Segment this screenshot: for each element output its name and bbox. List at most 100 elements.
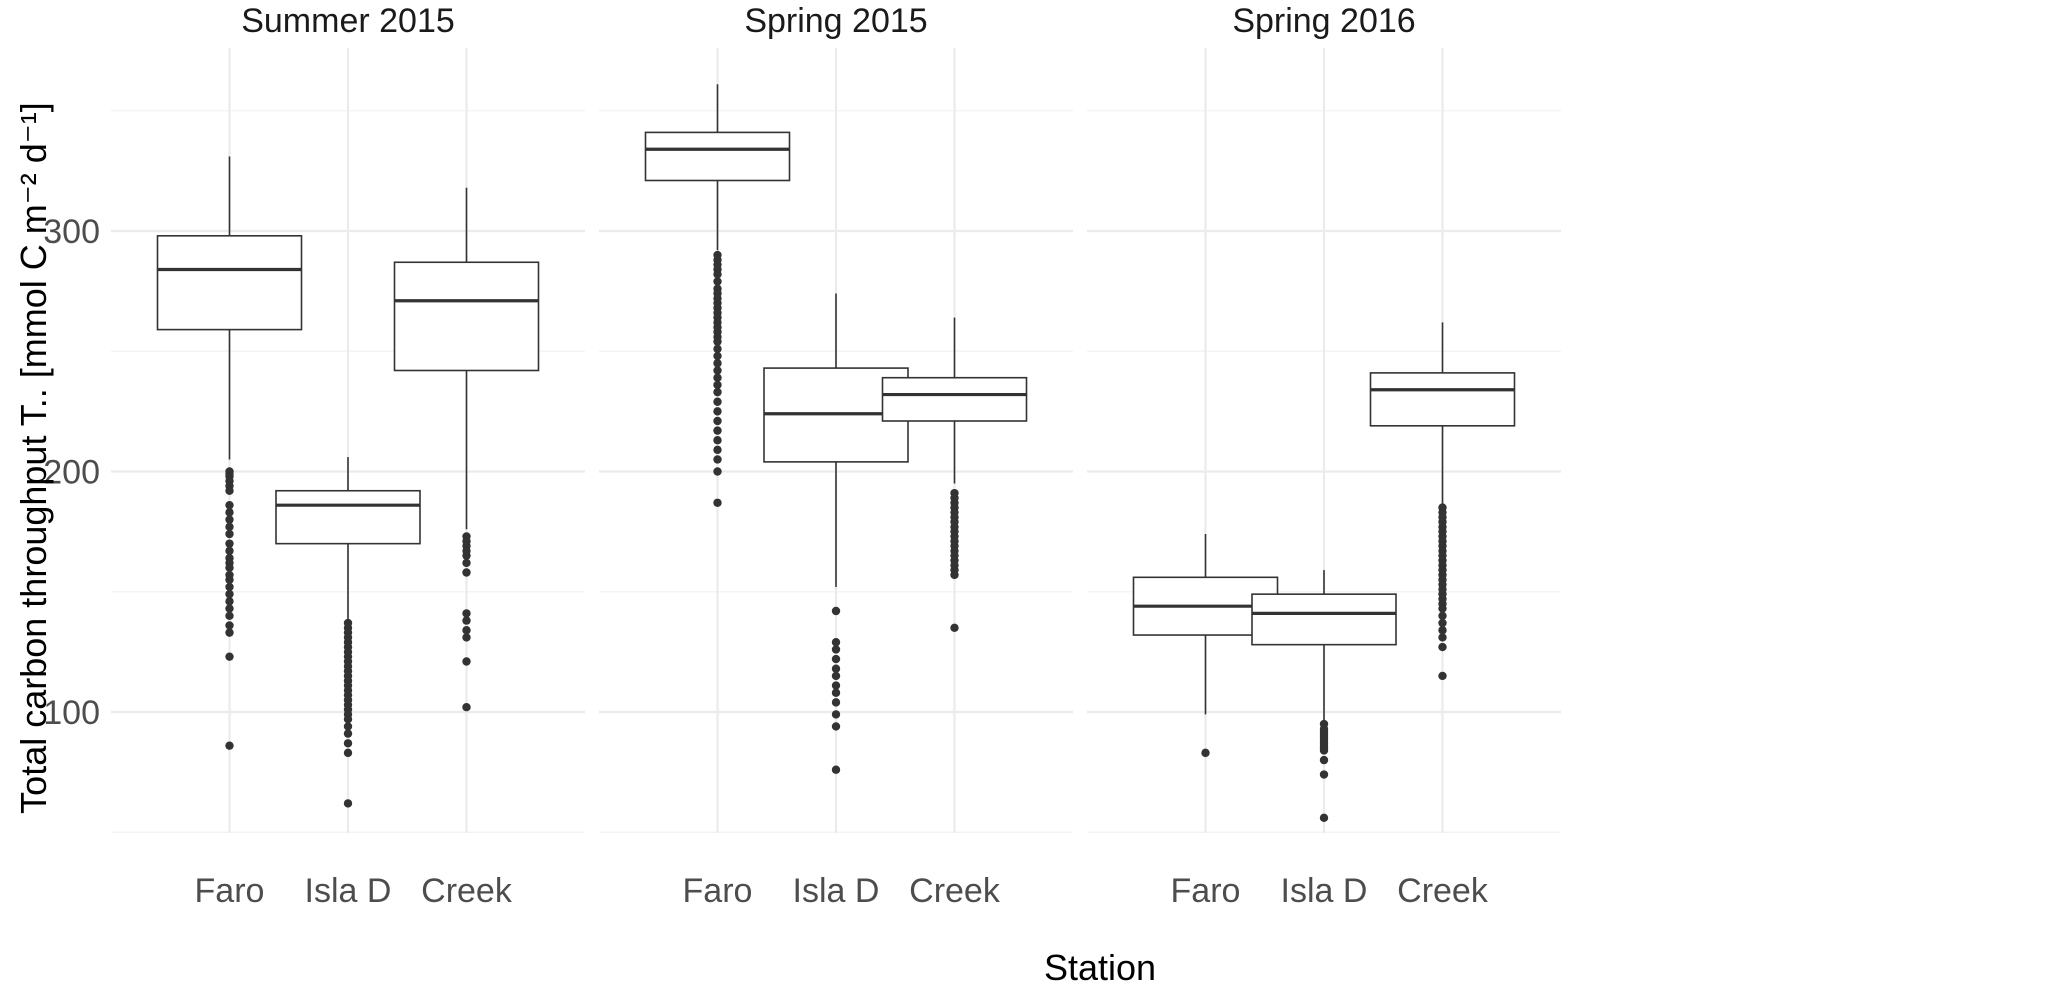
outlier-point [713, 455, 722, 464]
outlier-point [713, 373, 722, 382]
y-axis-title: Total carbon throughput T.. [mmol C m⁻² … [13, 102, 54, 814]
outlier-point [1438, 626, 1447, 635]
outlier-point [831, 654, 841, 664]
box-iqr [1369, 372, 1516, 427]
outlier-point [831, 722, 841, 731]
outlier-point [462, 616, 471, 625]
boxplot-faro [644, 84, 791, 507]
outlier-point [1438, 618, 1447, 628]
outlier-point [831, 698, 841, 707]
outlier-point [225, 582, 234, 592]
outlier-point [1438, 671, 1447, 681]
outlier-point [713, 407, 722, 416]
outlier-point [1319, 813, 1329, 823]
outlier-point [225, 515, 234, 524]
outlier-point [713, 337, 722, 346]
outlier-point [225, 597, 234, 606]
x-tick-label: Faro [195, 872, 265, 910]
outlier-point [225, 522, 234, 532]
boxplot-creek [1369, 322, 1516, 681]
outlier-point [225, 563, 234, 572]
outlier-point [225, 611, 234, 620]
outlier-point [831, 664, 841, 673]
outlier-point [950, 570, 959, 580]
outlier-point [225, 546, 234, 556]
outlier-point [462, 568, 471, 577]
outlier-point [225, 589, 234, 599]
x-axis-title: Station [1044, 947, 1156, 988]
outlier-point [225, 575, 234, 584]
outlier-point [713, 359, 722, 368]
outlier-point [831, 645, 841, 654]
boxplot-faro [156, 156, 303, 750]
x-axis-ticks: Faro Isla D Creek Faro Isla D Creek Faro Isla D… [195, 872, 1489, 910]
outlier-point [225, 486, 234, 495]
boxplot-creek [393, 187, 540, 712]
outlier-point [225, 652, 234, 661]
outlier-point [831, 765, 841, 774]
outlier-point [1201, 748, 1210, 758]
outlier-point [713, 467, 722, 476]
outlier-point [225, 508, 234, 517]
outlier-point [462, 633, 471, 642]
x-tick-label: Creek [909, 872, 1001, 910]
outlier-point [343, 748, 353, 758]
outlier-point [713, 270, 722, 279]
outlier-point [1438, 633, 1447, 642]
outlier-point [713, 351, 722, 361]
outlier-point [343, 739, 353, 748]
outlier-point [713, 380, 722, 390]
x-tick-label: Creek [421, 872, 513, 910]
x-tick-label: Isla D [793, 872, 880, 910]
y-axis-ticks: 100 200 300 [43, 213, 100, 732]
outlier-point [1319, 746, 1329, 755]
x-tick-label: Isla D [305, 872, 392, 910]
outlier-point [713, 277, 722, 286]
box-iqr [156, 235, 303, 331]
outlier-point [462, 609, 471, 618]
outlier-point [831, 710, 841, 719]
x-tick-label: Isla D [1281, 872, 1368, 910]
box-iqr [275, 489, 421, 545]
outlier-point [462, 626, 471, 635]
outlier-point [1438, 604, 1447, 613]
outlier-point [713, 344, 722, 354]
outlier-point [713, 397, 722, 406]
x-tick-label: Faro [683, 872, 753, 910]
box-iqr [644, 131, 791, 182]
box-iqr [1251, 593, 1397, 646]
boxplot-creek [881, 317, 1028, 633]
boxplot-isla-d [763, 293, 909, 774]
outlier-point [1319, 770, 1329, 779]
outlier-point [462, 657, 471, 666]
outlier-point [831, 688, 841, 697]
x-tick-label: Faro [1171, 872, 1241, 910]
facet-title: Spring 2015 [744, 2, 927, 40]
boxes-layer [156, 84, 1516, 823]
outlier-point [343, 799, 353, 808]
outlier-point [831, 638, 841, 647]
outlier-point [831, 671, 841, 681]
outlier-point [831, 681, 841, 690]
outlier-point [831, 606, 841, 616]
y-tick-label: 200 [43, 454, 100, 492]
outlier-point [225, 628, 234, 637]
outlier-point [462, 702, 471, 712]
outlier-point [462, 558, 471, 568]
boxplot-isla-d [1251, 570, 1397, 823]
x-tick-label: Creek [1397, 872, 1489, 910]
facet-title: Spring 2016 [1232, 2, 1415, 40]
outlier-point [225, 604, 234, 613]
outlier-point [462, 551, 471, 560]
outlier-point [225, 741, 234, 750]
outlier-point [1438, 611, 1447, 620]
outlier-point [713, 416, 722, 426]
outlier-point [713, 426, 722, 435]
outlier-point [713, 366, 722, 375]
box-iqr [881, 376, 1028, 422]
outlier-point [343, 722, 353, 731]
outlier-point [713, 445, 722, 455]
outlier-point [225, 539, 234, 548]
y-tick-label: 300 [43, 213, 100, 251]
